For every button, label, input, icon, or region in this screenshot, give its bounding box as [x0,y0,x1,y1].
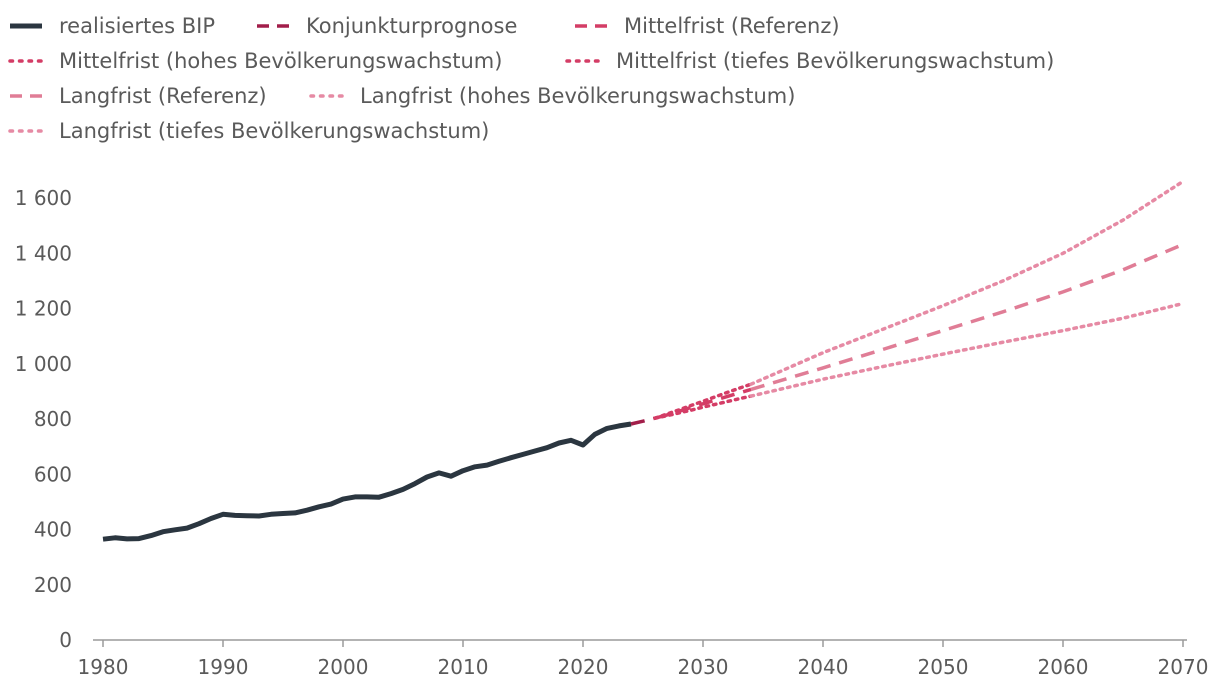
series-line-langfrist-hohes-bevoelkerungswachstum [749,179,1185,386]
y-tick-label: 1 400 [15,241,72,265]
legend-item-mittelfrist-tiefes-bevoelkerungswachstum: Mittelfrist (tiefes Bevölkerungswachstum… [565,49,1054,73]
x-tick-label: 2000 [318,655,369,679]
plot-area [102,179,1185,542]
legend-label: Langfrist (hohes Bevölkerungswachstum) [360,84,795,108]
x-tick-label: 1990 [198,655,249,679]
x-tick-label: 2010 [438,655,489,679]
y-tick-label: 1 200 [15,297,72,321]
legend-label: Mittelfrist (tiefes Bevölkerungswachstum… [616,49,1054,73]
series-line-mittelfrist-tiefes-bevoelkerungswachstum [653,394,753,420]
legend-label: Konjunkturprognose [306,14,517,38]
legend-label: Langfrist (Referenz) [59,84,267,108]
series-line-mittelfrist-hohes-bevoelkerungswachstum [653,382,753,420]
legend-item-konjunkturprognose: Konjunkturprognose [257,14,517,38]
y-tick-label: 400 [34,518,72,542]
chart-legend: realisiertes BIP Konjunkturprognose Mittel… [8,14,1054,143]
legend-label: realisiertes BIP [59,14,215,38]
x-tick-label: 2070 [1158,655,1209,679]
y-tick-label: 0 [59,628,72,652]
x-tick-label: 2030 [678,655,729,679]
legend-label: Mittelfrist (hohes Bevölkerungswachstum) [59,49,502,73]
x-tick-label: 1980 [78,655,129,679]
series-line-konjunkturprognose [630,416,656,426]
series-line-langfrist-tiefes-bevoelkerungswachstum [749,301,1185,398]
x-tick-label: 2060 [1038,655,1089,679]
legend-item-langfrist-hohes-bevoelkerungswachstum: Langfrist (hohes Bevölkerungswachstum) [309,84,795,108]
x-tick-label: 2040 [798,655,849,679]
legend-item-mittelfrist-referenz: Mittelfrist (Referenz) [575,14,840,38]
legend-label: Mittelfrist (Referenz) [624,14,840,38]
series-line-realisiertes-bip [102,421,632,542]
x-tick-label: 2020 [558,655,609,679]
legend-label: Langfrist (tiefes Bevölkerungswachstum) [59,119,489,143]
y-tick-label: 600 [34,462,72,486]
y-tick-label: 200 [34,573,72,597]
series-line-mittelfrist-referenz [654,387,752,420]
legend-item-mittelfrist-hohes-bevoelkerungswachstum: Mittelfrist (hohes Bevölkerungswachstum) [8,49,502,73]
y-axis: 0 200 400 600 800 1 000 1 200 1 400 1 600 [15,186,72,652]
y-tick-label: 1 000 [15,352,72,376]
legend-item-langfrist-referenz: Langfrist (Referenz) [10,84,267,108]
y-tick-label: 1 600 [15,186,72,210]
y-tick-label: 800 [34,407,72,431]
x-tick-label: 2050 [918,655,969,679]
x-axis: 1980 1990 2000 2010 2020 2030 2040 2050 2060 2070 [78,639,1209,679]
legend-item-realisiertes-bip: realisiertes BIP [10,14,215,38]
series-line-langfrist-referenz [750,242,1184,392]
legend-item-langfrist-tiefes-bevoelkerungswachstum: Langfrist (tiefes Bevölkerungswachstum) [8,119,489,143]
